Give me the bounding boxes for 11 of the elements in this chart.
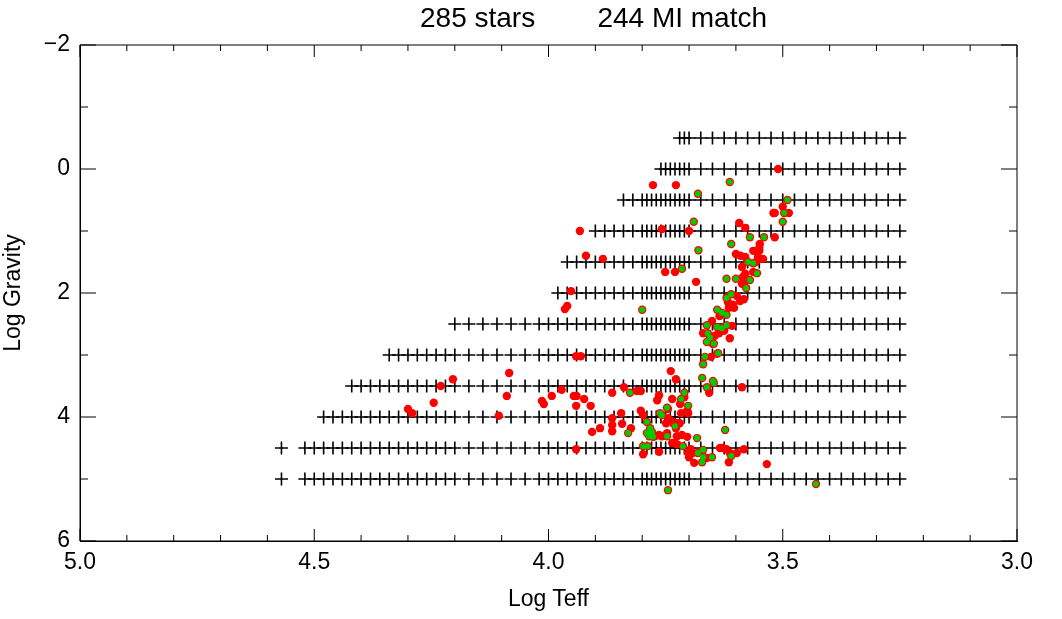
y-tick-label: 0 xyxy=(57,154,70,181)
x-axis-title: Log Teff xyxy=(507,584,590,611)
x-tick-label: 4.5 xyxy=(298,548,331,575)
x-tick-label: 4.0 xyxy=(532,548,565,575)
y-tick-label: −2 xyxy=(43,30,70,57)
x-tick-label: 3.5 xyxy=(766,548,799,575)
x-tick-label: 3.0 xyxy=(1001,548,1033,575)
y-tick-label: 4 xyxy=(57,402,71,429)
chart-title: 285 stars 244 MI match xyxy=(419,1,768,33)
y-axis-title: Log Gravity xyxy=(0,233,26,352)
y-tick-label: 2 xyxy=(57,278,70,305)
